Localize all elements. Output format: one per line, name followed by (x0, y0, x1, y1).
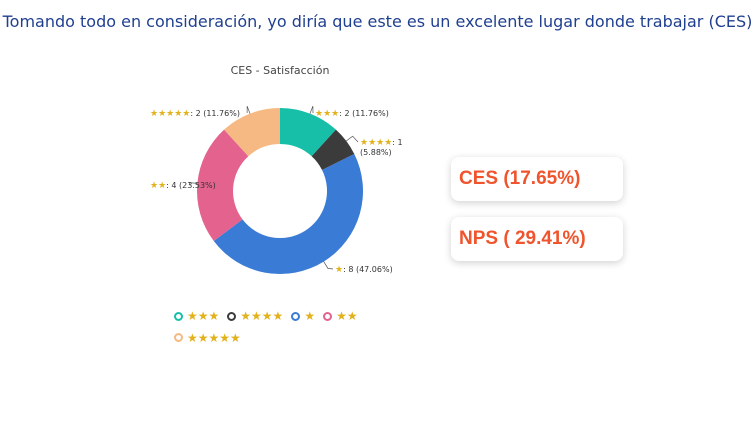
ces-value: CES (17.65%) (459, 168, 581, 189)
legend-marker (323, 311, 333, 321)
legend-marker (174, 333, 183, 342)
legend-item[interactable]: ★★★★★ (174, 328, 241, 348)
legend-marker (227, 311, 237, 321)
pie-slice (280, 108, 336, 157)
legend-label: ★★★★★ (187, 330, 241, 345)
nps-value: NPS ( 29.41%) (459, 228, 586, 249)
legend-item[interactable]: ★ (291, 306, 315, 326)
data-label: ★: 8 (47.06%) (335, 265, 393, 275)
legend-marker (291, 311, 301, 321)
legend-label: ★★★★ (240, 309, 284, 323)
pie-slice (213, 154, 363, 274)
nps-card: NPS ( 29.41%) (451, 217, 623, 261)
ces-card: CES (17.65%) (451, 157, 623, 201)
data-label: (5.88%) (360, 148, 392, 157)
chart-title: CES - Satisfacción (230, 64, 330, 77)
data-label: ★★: 4 (23.53%) (150, 181, 216, 191)
leader-line (189, 182, 198, 185)
pie-slice (224, 108, 280, 157)
legend-item[interactable]: ★★★ (174, 306, 219, 326)
leader-line (246, 106, 251, 114)
legend-label: ★★★ (187, 309, 220, 323)
pie-slice (197, 129, 249, 242)
chart-legend: ★★★ ★★★★ ★ ★★ ★★★★★ (174, 306, 404, 349)
data-label: ★★★★★: 2 (11.76%) (150, 109, 240, 119)
leader-line (309, 106, 314, 114)
leader-line (323, 261, 334, 270)
legend-label: ★ (304, 309, 316, 323)
donut-chart: ★★★: 2 (11.76%) ★★★★: 1(5.88%) ★: 8 (47.06… (150, 106, 403, 275)
data-label: ★★★★: 1 (360, 138, 403, 148)
leader-line (346, 135, 359, 143)
data-label: ★★★: 2 (11.76%) (315, 109, 389, 119)
legend-label: ★★ (336, 309, 358, 323)
legend-marker (174, 311, 183, 321)
question-title: Tomando todo en consideración, yo diría … (2, 12, 753, 31)
pie-slice (311, 129, 355, 171)
legend-item[interactable]: ★★★★ (227, 306, 283, 326)
legend-item[interactable]: ★★ (323, 306, 358, 326)
